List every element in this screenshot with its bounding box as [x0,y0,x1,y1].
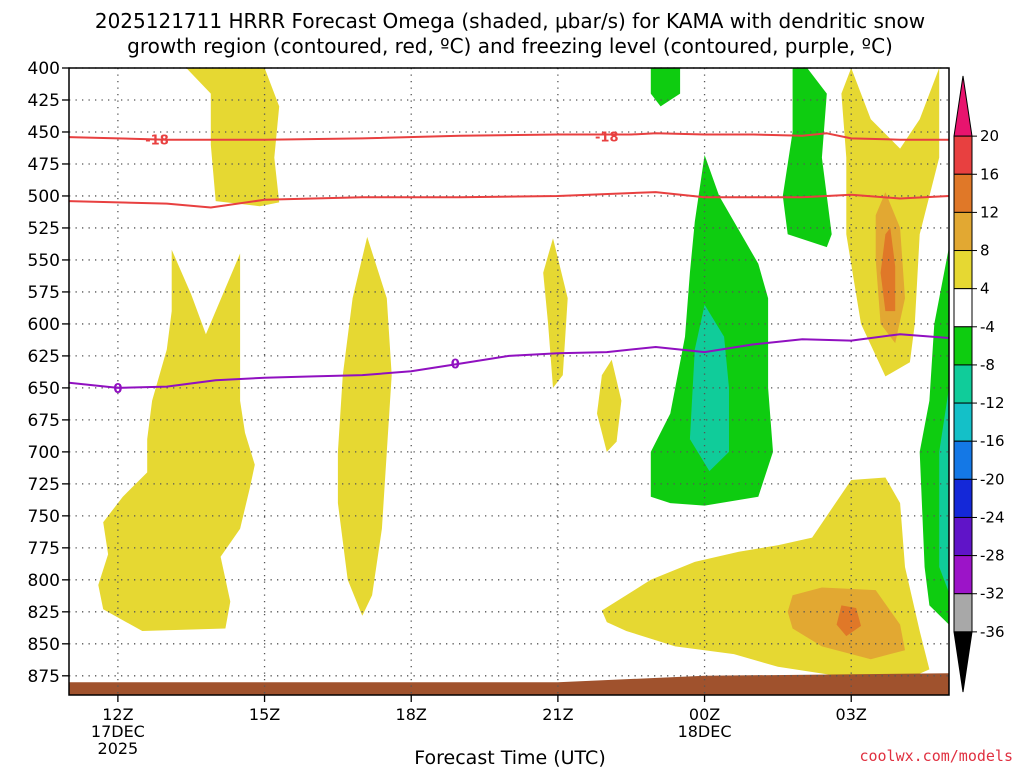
y-tick-label: 725 [28,475,60,495]
colorbar-swatch [953,75,973,137]
x-tick-label: 12Z [102,705,133,724]
colorbar-label: -8 [980,356,995,374]
x-axis-label: Forecast Time (UTC) [414,747,605,768]
contour-freezing-level [69,333,949,389]
omega-region-sink-3 [782,68,832,248]
colorbar-label: -4 [980,318,995,336]
colorbar: 20 16 12 8 4 -4 -8 -12 -16 -20 -24 -28 -32 -36 [953,75,1005,693]
omega-region-rise-3 [337,236,392,616]
colorbar-label: 20 [980,127,999,145]
plot-frame [68,67,950,696]
x-tick-label: 2025 [98,739,139,758]
y-tick-label: 425 [28,91,60,111]
y-tick-label: 525 [28,219,60,239]
x-tick-label: 18Z [396,705,427,724]
colorbar-swatch [953,364,973,404]
y-tick-label: 600 [28,315,60,335]
contour-label: -18 [145,134,169,149]
y-tick-label: 775 [28,539,60,559]
colorbar-label: -28 [980,547,1005,565]
colorbar-swatch [953,516,973,557]
colorbar-label: -24 [980,508,1005,526]
colorbar-swatch [953,593,973,633]
colorbar-swatch [953,555,973,595]
plot-area: -18 -18 0 0 [68,67,950,696]
y-tick-label: 625 [28,347,60,367]
y-tick-label: 800 [28,571,60,591]
colorbar-swatch [953,631,973,693]
y-tick-label: 450 [28,123,60,143]
x-tick-label: 17DEC [91,722,145,741]
contour-label: 0 [113,382,122,397]
contour-dgz-bottom [69,191,949,209]
title-line1: 2025121711 HRRR Forecast Omega (shaded, … [95,9,925,33]
colorbar-swatch [953,288,973,328]
x-tick-label: 15Z [249,705,280,724]
omega-region-rise-10 [880,227,896,312]
title-line2: growth region (contoured, red, ºC) and f… [127,34,893,58]
y-tick-label: 400 [28,59,60,79]
x-tick-label: 18DEC [678,722,732,741]
omega-region-rise-4 [543,238,568,388]
colorbar-swatch [953,250,973,290]
y-axis: 400 425 450 475 500 525 550 575 600 625 650 675 700 7… [28,59,69,687]
y-tick-label: 850 [28,635,60,655]
y-tick-label: 475 [28,155,60,175]
x-tick-label: 21Z [542,705,573,724]
omega-region-rise-1 [186,68,280,207]
omega-region-sink-5 [689,304,729,472]
contour-dgz-top [69,132,949,141]
colorbar-label: -20 [980,470,1005,488]
colorbar-label: -36 [980,623,1005,641]
contours: -18 -18 0 0 [69,130,949,397]
y-tick-label: 700 [28,443,60,463]
colorbar-label: -16 [980,432,1005,450]
y-tick-label: 500 [28,187,60,207]
x-tick-label: 03Z [836,705,867,724]
omega-region-sink-1 [650,68,681,107]
colorbar-label: -32 [980,585,1005,603]
colorbar-swatch [953,326,973,366]
credit-text[interactable]: coolwx.com/models [859,747,1013,765]
colorbar-swatch [953,211,973,252]
omega-region-rise-2 [98,249,255,631]
x-tick-label: 00Z [689,705,720,724]
colorbar-swatch [953,173,973,213]
colorbar-swatch [953,440,973,480]
colorbar-label: 16 [980,165,999,183]
y-tick-label: 825 [28,603,60,623]
colorbar-label: 4 [980,280,990,298]
terrain-ground [69,673,949,695]
y-tick-label: 750 [28,507,60,527]
omega-regions [98,68,949,683]
y-tick-label: 875 [28,667,60,687]
y-tick-label: 550 [28,251,60,271]
omega-region-sink-6 [939,387,949,593]
colorbar-swatch [953,478,973,518]
grid [69,67,949,695]
terrain [69,673,949,695]
omega-region-rise-11 [836,605,861,637]
colorbar-swatch [953,135,973,175]
y-tick-label: 650 [28,379,60,399]
y-tick-label: 575 [28,283,60,303]
colorbar-swatch [953,402,973,442]
colorbar-label: 12 [980,203,999,221]
omega-region-rise-5 [597,359,622,452]
contour-label: 0 [451,358,460,373]
colorbar-label: -12 [980,394,1005,412]
colorbar-label: 8 [980,242,990,260]
contour-label: -18 [595,130,619,145]
y-tick-label: 675 [28,411,60,431]
